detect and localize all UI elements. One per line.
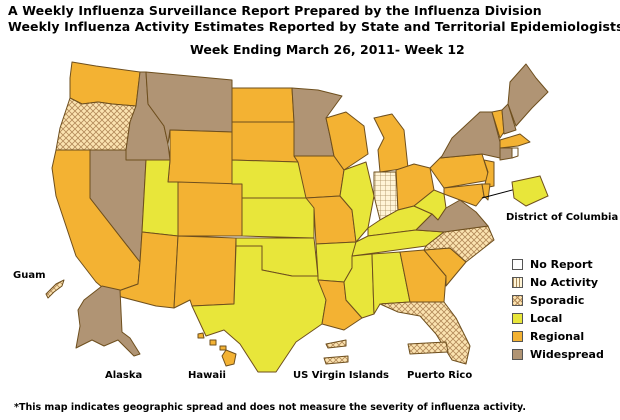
state-fl: [379, 301, 471, 365]
district-dc: [511, 175, 549, 207]
state-or: [55, 97, 137, 151]
legend-item: Sporadic: [512, 291, 604, 309]
dc-label: District of Columbia: [506, 212, 619, 223]
legend-label: Sporadic: [530, 293, 585, 307]
puerto-rico-label: Puerto Rico: [407, 370, 473, 381]
alaska-label: Alaska: [105, 370, 143, 381]
territory-usvi-2: [323, 355, 349, 365]
state-hi-kauai: [197, 332, 205, 339]
week-label: Week Ending March 26, 2011- Week 12: [190, 42, 465, 57]
territory-pr: [407, 341, 449, 355]
state-sd: [231, 121, 299, 163]
state-ct: [499, 147, 513, 161]
legend-swatch: [512, 312, 523, 324]
state-nm: [173, 235, 237, 309]
state-ri: [511, 147, 519, 159]
state-ma: [499, 133, 531, 149]
report-subtitle: Weekly Influenza Activity Estimates Repo…: [8, 19, 620, 34]
legend-item: No Report: [512, 255, 604, 273]
state-il: [339, 161, 375, 243]
legend-label: Regional: [530, 329, 585, 343]
state-ne: [231, 159, 311, 199]
legend-item: Widespread: [512, 345, 604, 363]
state-wa: [69, 61, 141, 107]
guam-label: Guam: [13, 270, 46, 281]
legend-item: Local: [512, 309, 604, 327]
state-tx: [191, 245, 327, 373]
state-hi-maui: [219, 345, 227, 351]
legend-item: No Activity: [512, 273, 604, 291]
state-me: [507, 63, 549, 127]
territory-usvi-1: [325, 339, 347, 349]
state-wy: [167, 129, 233, 185]
territory-guam: [45, 279, 65, 299]
usvi-label: US Virgin Islands: [293, 370, 389, 381]
legend-swatch: [512, 348, 523, 360]
state-hi-oahu: [209, 339, 217, 346]
state-mi: [373, 113, 409, 173]
legend-label: Widespread: [530, 347, 604, 361]
legend-label: No Report: [530, 257, 593, 271]
legend-swatch: [512, 294, 523, 306]
state-ak: [75, 285, 141, 357]
legend-swatch: [512, 330, 523, 342]
state-ny: [439, 111, 501, 159]
legend-swatch: [512, 258, 523, 270]
state-co: [177, 181, 243, 237]
hawaii-label: Hawaii: [188, 370, 226, 381]
footnote: *This map indicates geographic spread an…: [14, 402, 526, 413]
legend-swatch: [512, 276, 523, 288]
legend-item: Regional: [512, 327, 604, 345]
state-ks: [241, 197, 315, 239]
legend-label: Local: [530, 311, 563, 325]
report-title: A Weekly Influenza Surveillance Report P…: [8, 3, 542, 18]
state-nh: [501, 103, 517, 135]
state-hi: [221, 349, 237, 367]
legend-label: No Activity: [530, 275, 599, 289]
legend: No Report No Activity Sporadic Local Regiona…: [512, 255, 604, 363]
state-nd: [231, 87, 295, 123]
state-wi: [325, 111, 369, 171]
state-pa: [429, 153, 491, 189]
